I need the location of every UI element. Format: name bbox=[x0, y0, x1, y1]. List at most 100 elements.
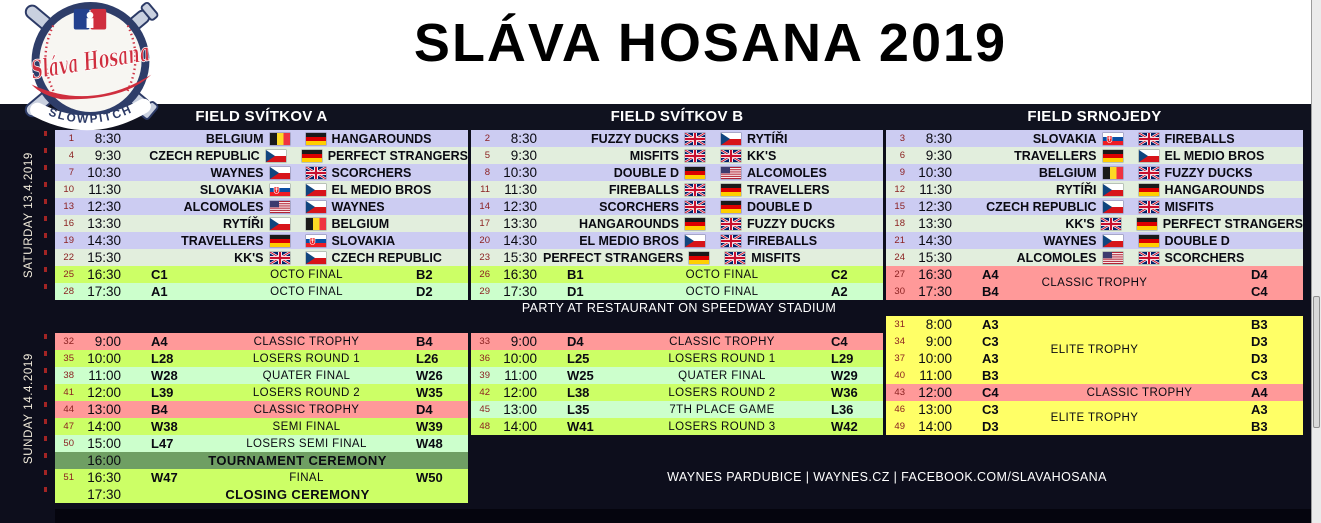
row-time: 11:30 bbox=[504, 182, 537, 197]
scrollbar[interactable] bbox=[1311, 0, 1321, 523]
row-number: 30 bbox=[894, 286, 905, 297]
flag-gb-icon bbox=[1138, 200, 1159, 213]
away-team: HANGAROUNDS bbox=[1164, 182, 1265, 197]
seed-code-right: W36 bbox=[831, 385, 858, 400]
away-team: WAYNES bbox=[331, 199, 385, 214]
row-time: 13:30 bbox=[503, 216, 537, 231]
row-time: 13:30 bbox=[918, 216, 952, 231]
row-time: 8:30 bbox=[94, 131, 121, 146]
seed-code-right: C3 bbox=[1251, 368, 1268, 383]
flag-de-icon bbox=[721, 200, 741, 213]
seed-code-left: L47 bbox=[151, 436, 174, 451]
seed-code-left: L28 bbox=[151, 351, 174, 366]
match-label: OCTO FINAL bbox=[685, 268, 759, 281]
schedule-row: 44 13:00 B4 CLASSIC TROPHY D4 bbox=[55, 401, 468, 418]
row-time: 17:30 bbox=[918, 284, 952, 299]
row-time: 16:00 bbox=[87, 453, 121, 468]
row-number: 31 bbox=[894, 319, 905, 330]
flag-gb-icon bbox=[1138, 251, 1159, 264]
seed-code-left: D1 bbox=[567, 284, 584, 299]
schedule-row: 43 12:00 C4 CLASSIC TROPHY A4 bbox=[886, 384, 1303, 401]
away-team: KK'S bbox=[747, 148, 777, 163]
row-time: 14:30 bbox=[918, 233, 952, 248]
away-team: EL MEDIO BROS bbox=[1164, 148, 1265, 163]
match-label: QUATER FINAL bbox=[262, 369, 351, 382]
ceremony-label: CLOSING CEREMONY bbox=[225, 487, 370, 502]
flag-gb-icon bbox=[1138, 132, 1159, 145]
row-number: 29 bbox=[479, 286, 490, 297]
row-time: 13:00 bbox=[918, 402, 952, 417]
schedule-row: 23 15:30 PERFECT STRANGERS MISFITS bbox=[471, 249, 883, 266]
away-team: DOUBLE D bbox=[747, 199, 813, 214]
row-number: 34 bbox=[894, 336, 905, 347]
flag-de-icon bbox=[685, 217, 705, 230]
flag-sk-icon bbox=[1102, 132, 1123, 145]
away-team: HANGAROUNDS bbox=[331, 131, 432, 146]
home-team: ALCOMOLES bbox=[1016, 250, 1097, 265]
flag-gb-icon bbox=[685, 149, 705, 162]
schedule-row: 16 13:30 RYTÍŘI BELGIUM bbox=[55, 215, 468, 232]
seed-code-left: D3 bbox=[982, 419, 999, 434]
schedule-row: 6 9:30 TRAVELLERS EL MEDIO BROS bbox=[886, 147, 1303, 164]
schedule-row: 40 11:00 B3 C3 bbox=[886, 367, 1303, 384]
away-team: FIREBALLS bbox=[1164, 131, 1235, 146]
schedule-row: 27 16:30 A4 D4 bbox=[886, 266, 1303, 283]
row-number: 18 bbox=[894, 218, 905, 229]
row-time: 11:30 bbox=[88, 182, 121, 197]
row-time: 9:00 bbox=[510, 334, 537, 349]
row-time: 10:30 bbox=[503, 165, 537, 180]
away-team: FUZZY DUCKS bbox=[747, 216, 835, 231]
schedule-column-day1-field1: 1 8:30 BELGIUM HANGAROUNDS 4 9:30 CZECH REPUBL… bbox=[55, 130, 468, 300]
row-number: 10 bbox=[63, 184, 74, 195]
row-time: 10:00 bbox=[918, 351, 952, 366]
bottom-strip bbox=[55, 509, 1311, 523]
flag-gb-icon bbox=[685, 132, 705, 145]
row-time: 10:00 bbox=[503, 351, 537, 366]
schedule-row: 34 9:00 C3 D3 bbox=[886, 333, 1303, 350]
logo-banner-ribbon bbox=[30, 98, 151, 131]
player-pictogram-icon bbox=[73, 8, 107, 30]
row-number: 46 bbox=[894, 404, 905, 415]
scrollbar-thumb[interactable] bbox=[1313, 296, 1320, 428]
row-time: 15:30 bbox=[918, 250, 952, 265]
seed-code-left: L39 bbox=[151, 385, 174, 400]
schedule-row: 20 14:30 EL MEDIO BROS FIREBALLS bbox=[471, 232, 883, 249]
row-number: 15 bbox=[894, 201, 905, 212]
away-team: SCORCHERS bbox=[1164, 250, 1245, 265]
row-number: 37 bbox=[894, 353, 905, 364]
seed-code-left: W38 bbox=[151, 419, 178, 434]
schedule-column-day2-field2: 33 9:00 D4 CLASSIC TROPHY C4 36 10:00 L25 LOSERS… bbox=[471, 333, 883, 435]
row-time: 14:30 bbox=[503, 233, 537, 248]
flag-gb-icon bbox=[725, 251, 746, 264]
seed-code-right: W50 bbox=[416, 470, 443, 485]
home-team: WAYNES bbox=[1043, 233, 1097, 248]
schedule-row: 14 12:30 SCORCHERS DOUBLE D bbox=[471, 198, 883, 215]
flag-cz-icon bbox=[1102, 183, 1123, 196]
schedule-row: 10 11:30 SLOVAKIA EL MEDIO BROS bbox=[55, 181, 468, 198]
flag-de-icon bbox=[1138, 183, 1159, 196]
seed-code-right: B3 bbox=[1251, 317, 1268, 332]
row-number: 32 bbox=[63, 336, 74, 347]
row-time: 11:00 bbox=[504, 368, 537, 383]
seed-code-right: D3 bbox=[1251, 334, 1268, 349]
home-team: SLOVAKIA bbox=[199, 182, 264, 197]
schedule-row: 16:00 TOURNAMENT CEREMONY bbox=[55, 452, 468, 469]
home-team: CZECH REPUBLIC bbox=[986, 199, 1097, 214]
row-number: 28 bbox=[63, 286, 74, 297]
seed-code-right: C4 bbox=[831, 334, 848, 349]
seed-code-left: L38 bbox=[567, 385, 590, 400]
schedule-row: 38 11:00 W28 QUATER FINAL W26 bbox=[55, 367, 468, 384]
schedule-row: 47 14:00 W38 SEMI FINAL W39 bbox=[55, 418, 468, 435]
seed-code-left: B1 bbox=[567, 267, 584, 282]
home-team: MISFITS bbox=[629, 148, 679, 163]
flag-be-icon bbox=[305, 217, 326, 230]
match-label: 7TH PLACE GAME bbox=[669, 403, 775, 416]
row-number: 6 bbox=[899, 150, 905, 161]
schedule-column-day2-field1: 32 9:00 A4 CLASSIC TROPHY B4 35 10:00 L28 LOSERS… bbox=[55, 333, 468, 503]
row-number: 50 bbox=[63, 438, 74, 449]
flag-gb-icon bbox=[721, 217, 741, 230]
away-team: TRAVELLERS bbox=[747, 182, 830, 197]
home-team: PERFECT STRANGERS bbox=[543, 250, 684, 265]
seed-code-right: L36 bbox=[831, 402, 854, 417]
row-number: 22 bbox=[63, 252, 74, 263]
